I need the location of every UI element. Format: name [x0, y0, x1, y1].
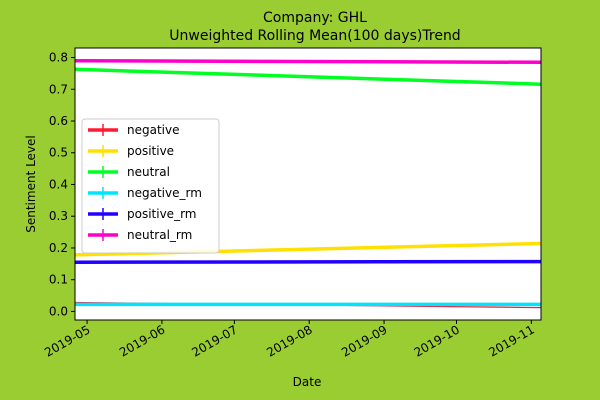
legend-entry: neutral: [88, 165, 170, 179]
x-tick-label: 2019-11: [486, 322, 536, 359]
y-tick-label: 0.2: [49, 241, 68, 255]
y-axis: 0.0 0.1 0.2 0.3 0.4 0.5 0.6 0.7 0.8: [49, 51, 75, 318]
x-axis-label: Date: [293, 375, 322, 389]
legend-label: negative_rm: [127, 186, 202, 200]
series-line-neutral-rm: [74, 58, 542, 65]
legend-label: negative: [127, 123, 179, 137]
y-tick-label: 0.6: [49, 114, 68, 128]
legend-entry: neutral_rm: [88, 228, 192, 242]
x-tick-label: 2019-10: [412, 322, 462, 359]
legend-label: positive_rm: [127, 207, 196, 221]
legend-label: positive: [127, 144, 174, 158]
series-line-neutral: [74, 67, 542, 86]
chart-title-line2: Unweighted Rolling Mean(100 days)Trend: [169, 28, 460, 44]
x-tick-label: 2019-08: [264, 322, 314, 359]
x-axis: 2019-05 2019-06 2019-07 2019-08 2019-09 2019-…: [42, 320, 537, 360]
y-tick-label: 0.7: [49, 82, 68, 96]
chart-title-line1: Company: GHL: [263, 10, 367, 26]
legend-entry: negative: [88, 123, 179, 137]
legend-entry: positive: [88, 144, 174, 158]
y-tick-label: 0.0: [49, 304, 68, 318]
legend-label: neutral: [127, 165, 170, 179]
legend-label: neutral_rm: [127, 228, 192, 242]
y-tick-label: 0.1: [49, 273, 68, 287]
x-tick-label: 2019-05: [42, 322, 92, 359]
x-tick-label: 2019-09: [339, 322, 389, 359]
legend-entry: positive_rm: [88, 207, 196, 221]
legend: negative positive neutral negative_rmpositi…: [81, 118, 220, 254]
y-tick-label: 0.4: [49, 177, 68, 191]
y-tick-label: 0.8: [49, 51, 68, 65]
y-tick-label: 0.3: [49, 209, 68, 223]
legend-entry: negative_rm: [88, 186, 202, 200]
x-tick-label: 2019-07: [189, 322, 239, 359]
y-tick-label: 0.5: [49, 146, 68, 160]
x-tick-label: 2019-06: [117, 322, 167, 359]
series-line-positive-rm: [74, 259, 542, 264]
y-axis-label: Sentiment Level: [24, 135, 38, 233]
